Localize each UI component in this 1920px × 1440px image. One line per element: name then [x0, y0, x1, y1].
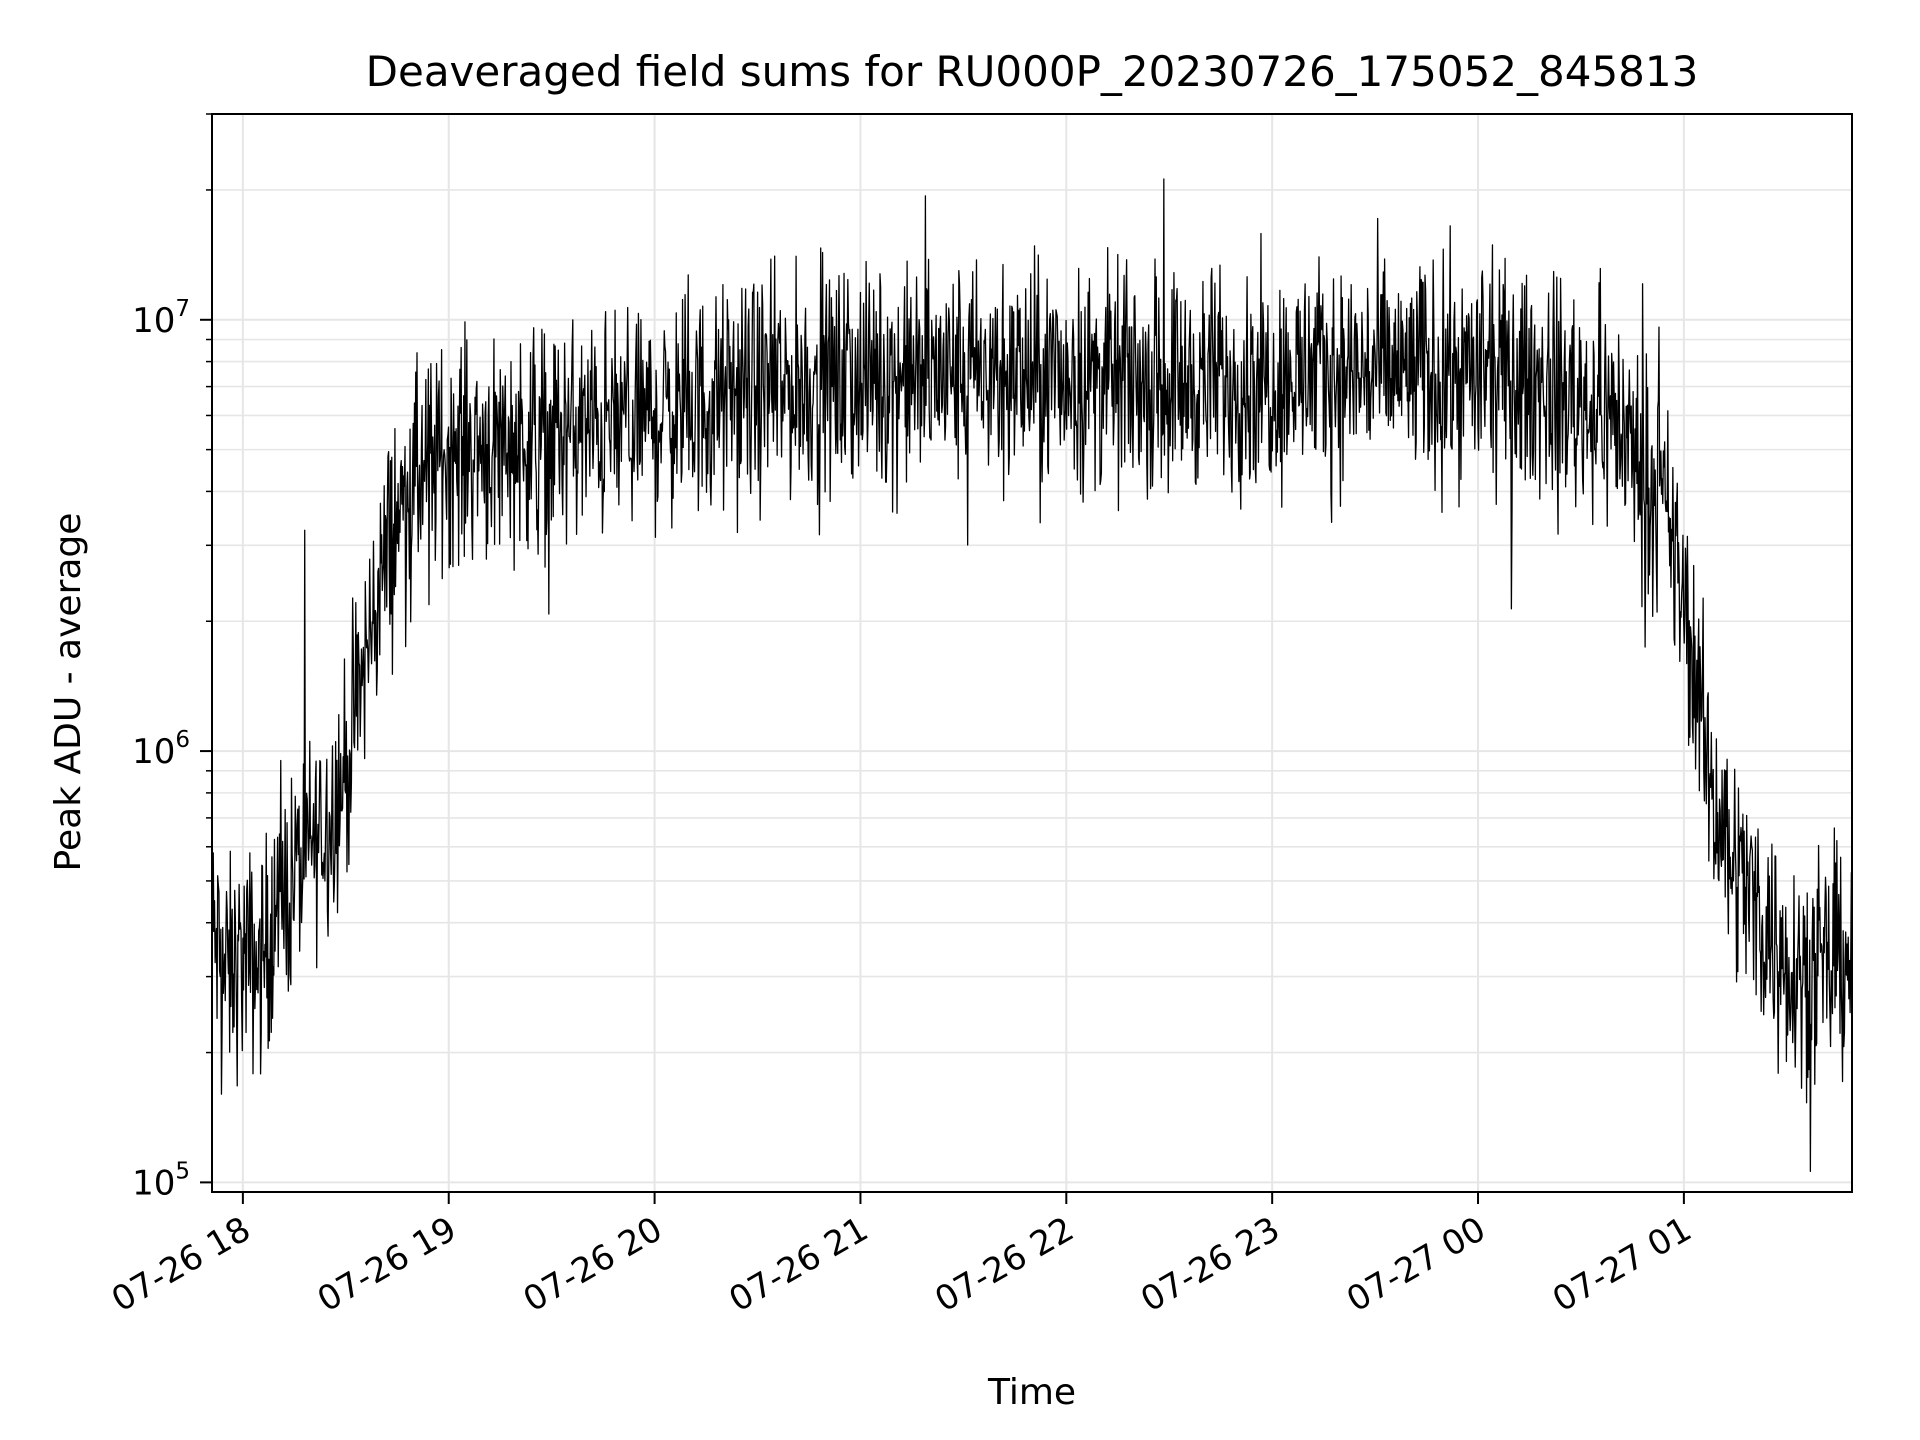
y-tick-label: 106 — [132, 727, 190, 772]
plot-area — [211, 178, 1853, 1172]
y-tick-label: 107 — [132, 296, 190, 341]
plot-frame — [211, 113, 1853, 1193]
chart-title: Deaveraged field sums for RU000P_2023072… — [366, 47, 1699, 96]
y-tick-label: 105 — [132, 1158, 190, 1203]
series-line — [211, 178, 1853, 1172]
y-axis-label: Peak ADU - average — [48, 513, 89, 872]
y-axis: 105 106 107 — [132, 113, 212, 1203]
x-axis-label: Time — [987, 1372, 1076, 1413]
